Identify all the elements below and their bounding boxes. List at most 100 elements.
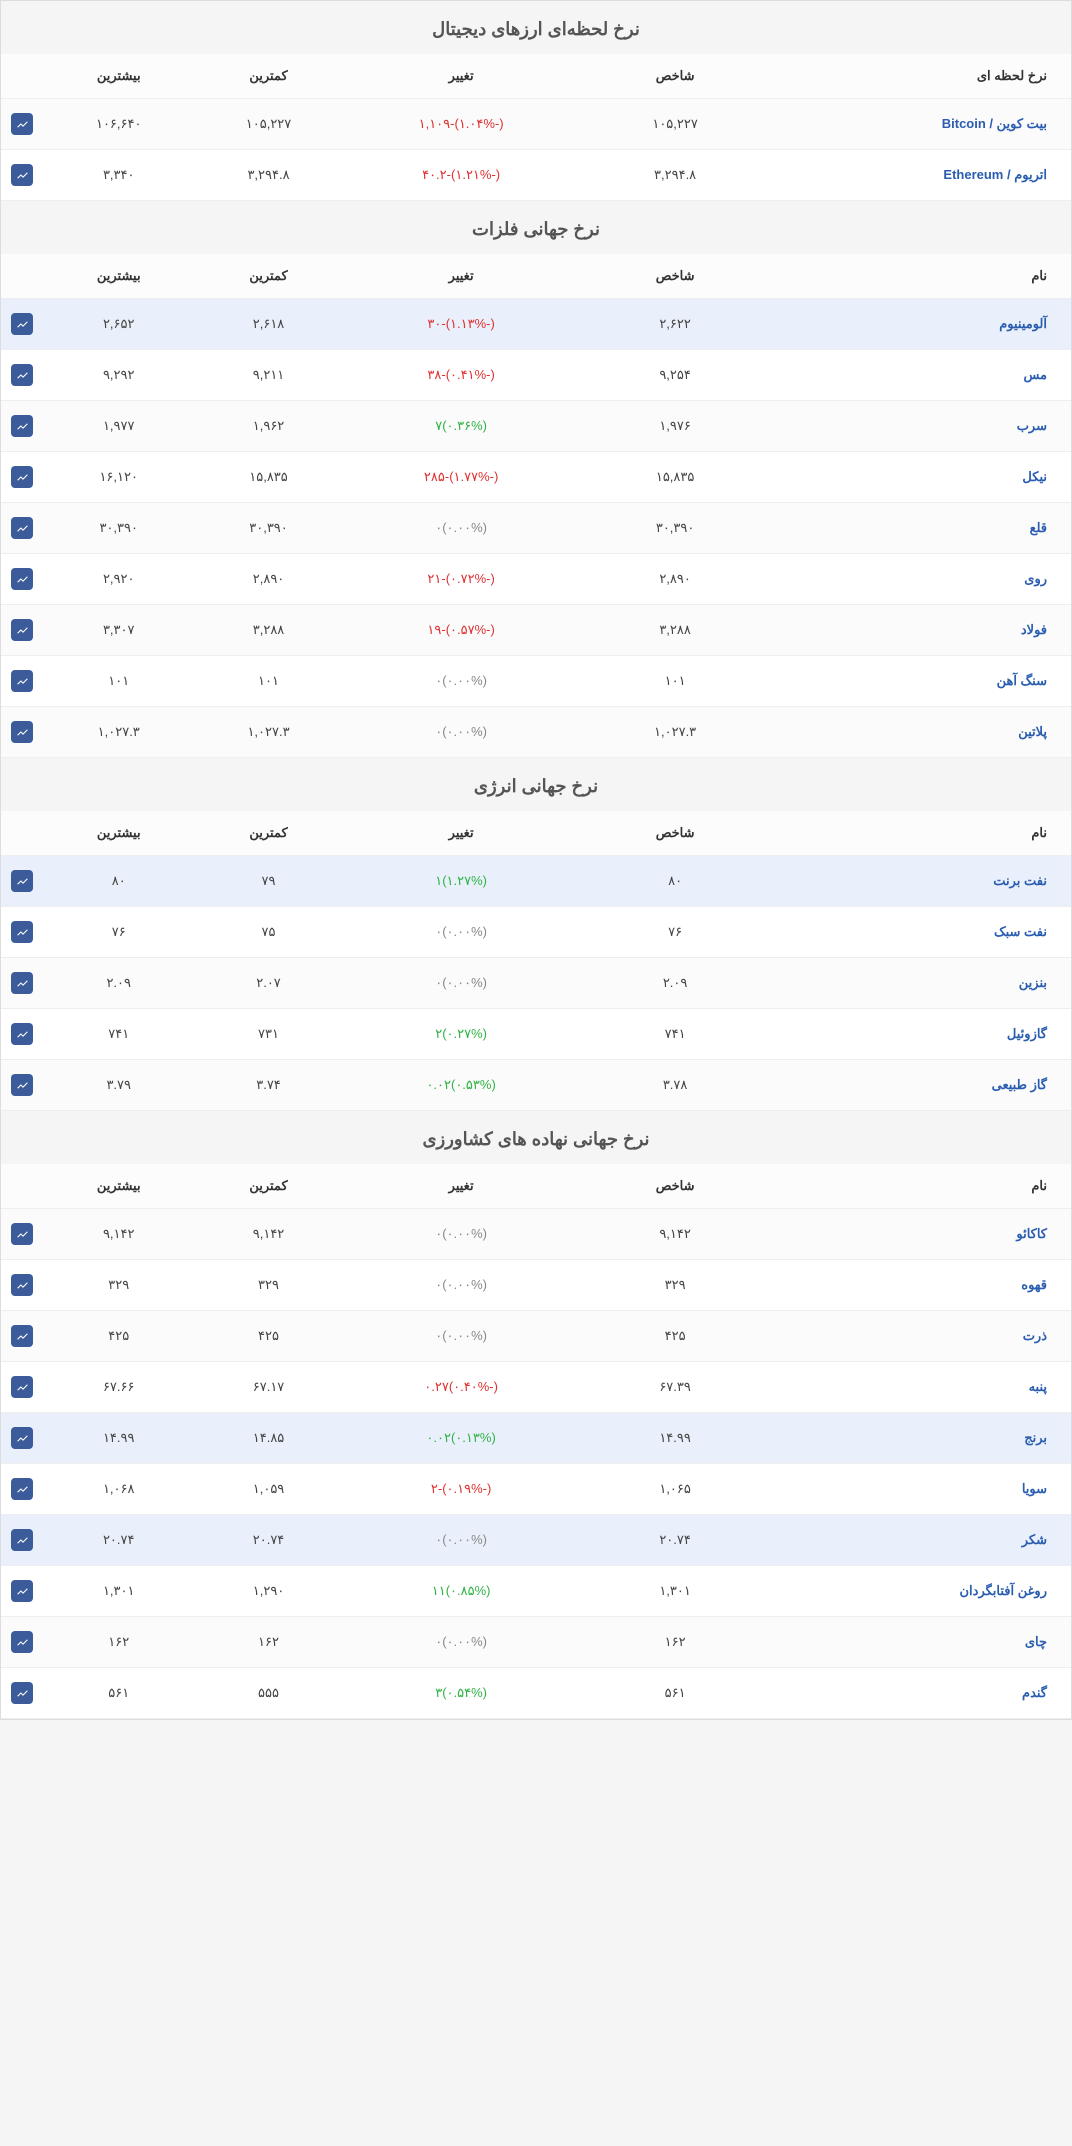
col-header-low: کمترین xyxy=(194,54,344,99)
change-pct: (۰.۰۰%) xyxy=(442,1532,487,1547)
index-cell: ۱۵,۸۳۵ xyxy=(579,452,772,503)
chart-icon[interactable] xyxy=(11,517,33,539)
chart-icon[interactable] xyxy=(11,113,33,135)
low-cell: ۷۹ xyxy=(194,856,344,907)
chart-button-cell xyxy=(1,1362,44,1413)
low-cell: ۲,۸۹۰ xyxy=(194,554,344,605)
asset-link[interactable]: کاکائو xyxy=(1016,1226,1047,1241)
asset-link[interactable]: نفت برنت xyxy=(993,873,1047,888)
index-cell: ۲۰.۷۴ xyxy=(579,1515,772,1566)
chart-icon[interactable] xyxy=(11,1325,33,1347)
high-cell: ۲.۰۹ xyxy=(44,958,194,1009)
asset-link[interactable]: ذرت xyxy=(1023,1328,1047,1343)
asset-link[interactable]: فولاد xyxy=(1021,622,1047,637)
chart-icon[interactable] xyxy=(11,1427,33,1449)
asset-link[interactable]: قهوه xyxy=(1021,1277,1047,1292)
asset-link[interactable]: گاز طبیعی xyxy=(992,1077,1047,1092)
col-header-low: کمترین xyxy=(194,254,344,299)
asset-link[interactable]: روی xyxy=(1024,571,1047,586)
chart-icon[interactable] xyxy=(11,670,33,692)
change-abs: -۲ xyxy=(431,1481,442,1496)
chart-icon[interactable] xyxy=(11,1074,33,1096)
high-cell: ۷۶ xyxy=(44,907,194,958)
high-cell: ۱,۰۶۸ xyxy=(44,1464,194,1515)
asset-link[interactable]: سرب xyxy=(1017,418,1047,433)
chart-button-cell xyxy=(1,401,44,452)
index-cell: ۳,۲۸۸ xyxy=(579,605,772,656)
chart-icon[interactable] xyxy=(11,1023,33,1045)
table-row: سویا۱,۰۶۵(-۰.۱۹%)-۲۱,۰۵۹۱,۰۶۸ xyxy=(1,1464,1071,1515)
chart-button-cell xyxy=(1,605,44,656)
chart-icon[interactable] xyxy=(11,619,33,641)
asset-link[interactable]: برنج xyxy=(1024,1430,1047,1445)
col-header-name: نام xyxy=(771,811,1071,856)
table-row: چای۱۶۲(۰.۰۰%)۰۱۶۲۱۶۲ xyxy=(1,1617,1071,1668)
high-cell: ۱۴.۹۹ xyxy=(44,1413,194,1464)
col-header-change: تغییر xyxy=(343,811,578,856)
asset-link[interactable]: روغن آفتابگردان xyxy=(960,1583,1048,1598)
index-cell: ۱۰۵,۲۲۷ xyxy=(579,99,772,150)
change-abs: ۰.۰۲ xyxy=(426,1077,451,1092)
chart-icon[interactable] xyxy=(11,1274,33,1296)
chart-icon[interactable] xyxy=(11,972,33,994)
asset-link[interactable]: چای xyxy=(1025,1634,1047,1649)
asset-link[interactable]: مس xyxy=(1023,367,1047,382)
chart-icon[interactable] xyxy=(11,1580,33,1602)
table-row: بیت کوین / Bitcoin۱۰۵,۲۲۷(-۱.۰۴%)-۱,۱۰۹۱… xyxy=(1,99,1071,150)
table-row: نیکل۱۵,۸۳۵(-۱.۷۷%)-۲۸۵۱۵,۸۳۵۱۶,۱۲۰ xyxy=(1,452,1071,503)
asset-link[interactable]: سویا xyxy=(1022,1481,1047,1496)
asset-link[interactable]: پلاتین xyxy=(1018,724,1047,739)
chart-icon[interactable] xyxy=(11,1478,33,1500)
chart-button-cell xyxy=(1,150,44,201)
asset-link[interactable]: بیت کوین / Bitcoin xyxy=(942,116,1047,131)
chart-icon[interactable] xyxy=(11,921,33,943)
low-cell: ۲,۶۱۸ xyxy=(194,299,344,350)
chart-button-cell xyxy=(1,554,44,605)
chart-icon[interactable] xyxy=(11,568,33,590)
name-cell: آلومینیوم xyxy=(771,299,1071,350)
col-header-index: شاخص xyxy=(579,254,772,299)
chart-icon[interactable] xyxy=(11,870,33,892)
chart-icon[interactable] xyxy=(11,164,33,186)
asset-link[interactable]: نیکل xyxy=(1022,469,1047,484)
chart-icon[interactable] xyxy=(11,721,33,743)
col-header-index: شاخص xyxy=(579,811,772,856)
asset-link[interactable]: شکر xyxy=(1022,1532,1047,1547)
index-cell: ۷۶ xyxy=(579,907,772,958)
price-table: نامشاخصتغییرکمترینبیشترینکاکائو۹,۱۴۲(۰.۰… xyxy=(1,1164,1071,1719)
chart-icon[interactable] xyxy=(11,1631,33,1653)
change-pct: (۱.۲۷%) xyxy=(442,873,487,888)
chart-icon[interactable] xyxy=(11,1682,33,1704)
asset-link[interactable]: آلومینیوم xyxy=(999,316,1047,331)
change-pct: (۰.۵۴%) xyxy=(442,1685,487,1700)
chart-icon[interactable] xyxy=(11,1376,33,1398)
chart-button-cell xyxy=(1,707,44,758)
chart-icon[interactable] xyxy=(11,364,33,386)
asset-link[interactable]: پنبه xyxy=(1029,1379,1047,1394)
table-row: شکر۲۰.۷۴(۰.۰۰%)۰۲۰.۷۴۲۰.۷۴ xyxy=(1,1515,1071,1566)
asset-link[interactable]: اتریوم / Ethereum xyxy=(943,167,1047,182)
asset-link[interactable]: نفت سبک xyxy=(994,924,1047,939)
change-cell: (۰.۰۰%)۰ xyxy=(343,707,578,758)
change-cell: (-۰.۴۰%)۰.۲۷ xyxy=(343,1362,578,1413)
asset-link[interactable]: گندم xyxy=(1022,1685,1047,1700)
low-cell: ۱,۰۵۹ xyxy=(194,1464,344,1515)
asset-link[interactable]: بنزین xyxy=(1019,975,1047,990)
high-cell: ۹,۲۹۲ xyxy=(44,350,194,401)
change-cell: (۰.۵۳%)۰.۰۲ xyxy=(343,1060,578,1111)
chart-icon[interactable] xyxy=(11,1223,33,1245)
chart-icon[interactable] xyxy=(11,1529,33,1551)
col-header-change: تغییر xyxy=(343,1164,578,1209)
asset-link[interactable]: قلع xyxy=(1030,520,1047,535)
col-header-high: بیشترین xyxy=(44,811,194,856)
index-cell: ۷۴۱ xyxy=(579,1009,772,1060)
table-row: کاکائو۹,۱۴۲(۰.۰۰%)۰۹,۱۴۲۹,۱۴۲ xyxy=(1,1209,1071,1260)
high-cell: ۱۰۶,۶۴۰ xyxy=(44,99,194,150)
asset-link[interactable]: گازوئیل xyxy=(1007,1026,1047,1041)
name-cell: پنبه xyxy=(771,1362,1071,1413)
chart-icon[interactable] xyxy=(11,466,33,488)
chart-icon[interactable] xyxy=(11,313,33,335)
chart-icon[interactable] xyxy=(11,415,33,437)
price-table: نامشاخصتغییرکمترینبیشتریننفت برنت۸۰(۱.۲۷… xyxy=(1,811,1071,1111)
asset-link[interactable]: سنگ آهن xyxy=(997,673,1047,688)
